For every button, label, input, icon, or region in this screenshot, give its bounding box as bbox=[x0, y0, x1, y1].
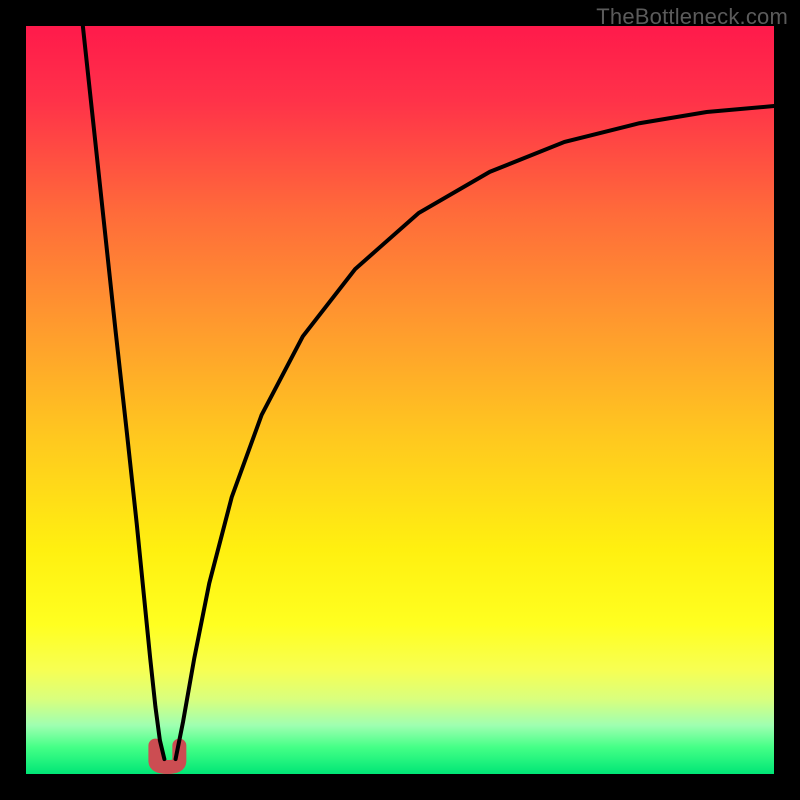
chart-svg bbox=[0, 0, 800, 800]
watermark-text: TheBottleneck.com bbox=[596, 4, 788, 30]
gradient-background bbox=[26, 26, 774, 774]
chart-container: TheBottleneck.com bbox=[0, 0, 800, 800]
